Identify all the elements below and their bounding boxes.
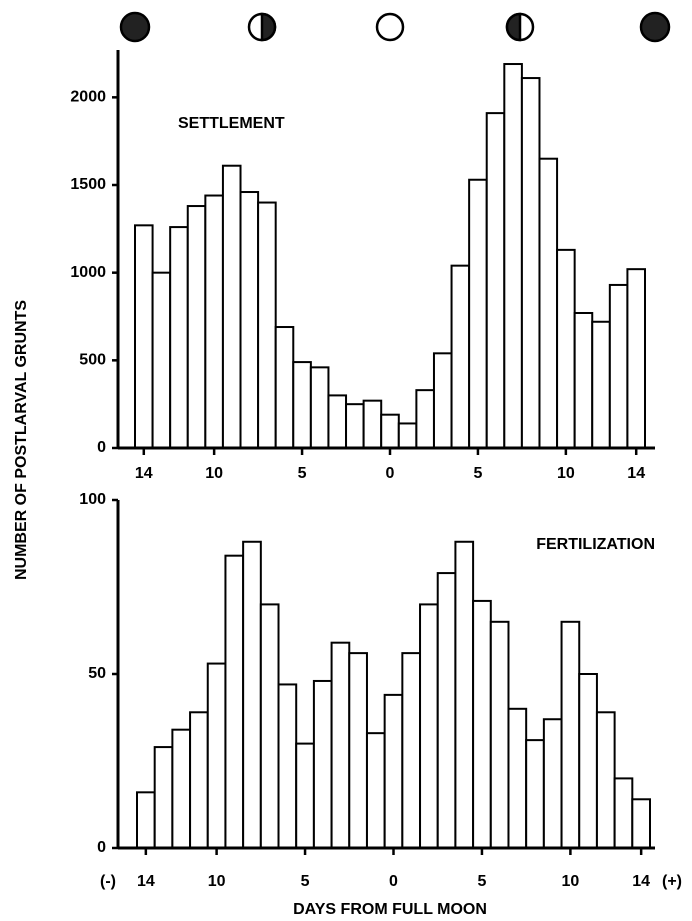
bar <box>259 603 280 850</box>
bar <box>631 798 652 850</box>
new-moon <box>639 11 671 43</box>
bar <box>415 389 435 449</box>
bar <box>613 777 634 850</box>
bar <box>556 248 576 449</box>
bar <box>380 413 400 449</box>
bar <box>348 652 368 849</box>
bar <box>171 728 192 849</box>
x-tick-label: 5 <box>301 873 310 890</box>
panel-title: FERTILIZATION <box>536 536 655 553</box>
bar <box>485 112 506 449</box>
x-tick-label: 10 <box>561 873 579 890</box>
y-tick-label: 500 <box>79 352 106 369</box>
x-tick-label: 14 <box>627 465 645 482</box>
bar <box>450 264 471 450</box>
bar <box>134 224 154 449</box>
bar <box>362 399 383 450</box>
bar <box>573 311 594 450</box>
x-tick-label: 5 <box>477 873 486 890</box>
bar <box>277 683 298 849</box>
bar <box>151 271 172 450</box>
x-tick-label: 14 <box>137 873 155 890</box>
bar <box>292 361 312 449</box>
bar <box>312 679 333 850</box>
x-tick-label: 10 <box>205 465 223 482</box>
bar <box>578 673 598 849</box>
bar <box>542 718 563 849</box>
y-axis-label: NUMBER OF POSTLARVAL GRUNTS <box>13 300 30 580</box>
y-tick-label: 1000 <box>70 264 106 281</box>
bar <box>330 641 351 849</box>
bar <box>503 63 523 449</box>
panel-title: SETTLEMENT <box>178 115 285 132</box>
bar <box>489 620 510 849</box>
bar <box>626 268 647 449</box>
y-tick-label: 50 <box>88 665 106 682</box>
y-tick-label: 0 <box>97 439 106 456</box>
last-quarter-shade <box>505 12 522 42</box>
full-moon <box>375 12 405 42</box>
bar <box>401 652 422 849</box>
bar <box>560 620 581 849</box>
x-tick-label: 14 <box>632 873 650 890</box>
y-tick-label: 2000 <box>70 89 106 106</box>
x-annotation: (-) <box>100 873 116 890</box>
bar <box>507 707 528 849</box>
x-tick-label: 0 <box>389 873 398 890</box>
bar <box>432 352 453 450</box>
bar <box>365 732 386 849</box>
bar <box>591 320 611 449</box>
moon-phases <box>119 11 671 43</box>
new-moon <box>119 11 151 43</box>
bar <box>468 178 488 449</box>
bar <box>221 164 242 450</box>
x-tick-label: 5 <box>298 465 307 482</box>
bar <box>608 283 629 449</box>
bar <box>242 540 262 849</box>
bar <box>189 711 209 850</box>
bar <box>419 603 439 850</box>
bar <box>274 326 295 450</box>
bar <box>327 394 348 449</box>
bar <box>525 739 545 849</box>
bar <box>309 366 330 450</box>
bar <box>295 742 315 849</box>
x-axis-label: DAYS FROM FULL MOON <box>293 901 487 918</box>
bar <box>436 572 457 850</box>
bar <box>206 662 227 849</box>
bar <box>397 422 418 449</box>
bar <box>239 191 260 449</box>
y-tick-label: 0 <box>97 839 106 856</box>
bar <box>454 540 475 849</box>
bar <box>595 711 616 850</box>
bar <box>169 226 189 449</box>
bar <box>186 205 207 449</box>
first-quarter-shade <box>260 12 277 42</box>
bar <box>204 194 224 449</box>
bar <box>383 693 404 849</box>
bar <box>472 599 492 849</box>
x-annotation: (+) <box>662 873 682 890</box>
x-tick-label: 10 <box>208 873 226 890</box>
bar <box>224 554 245 849</box>
x-tick-label: 10 <box>557 465 575 482</box>
bar <box>153 746 174 850</box>
bar <box>257 201 277 449</box>
x-tick-label: 14 <box>135 465 153 482</box>
y-tick-label: 100 <box>79 491 106 508</box>
x-tick-label: 5 <box>473 465 482 482</box>
y-tick-label: 1500 <box>70 176 106 193</box>
bar <box>136 791 156 850</box>
bar <box>345 403 365 449</box>
bar <box>538 157 559 450</box>
x-tick-label: 0 <box>386 465 395 482</box>
bar <box>520 77 541 450</box>
